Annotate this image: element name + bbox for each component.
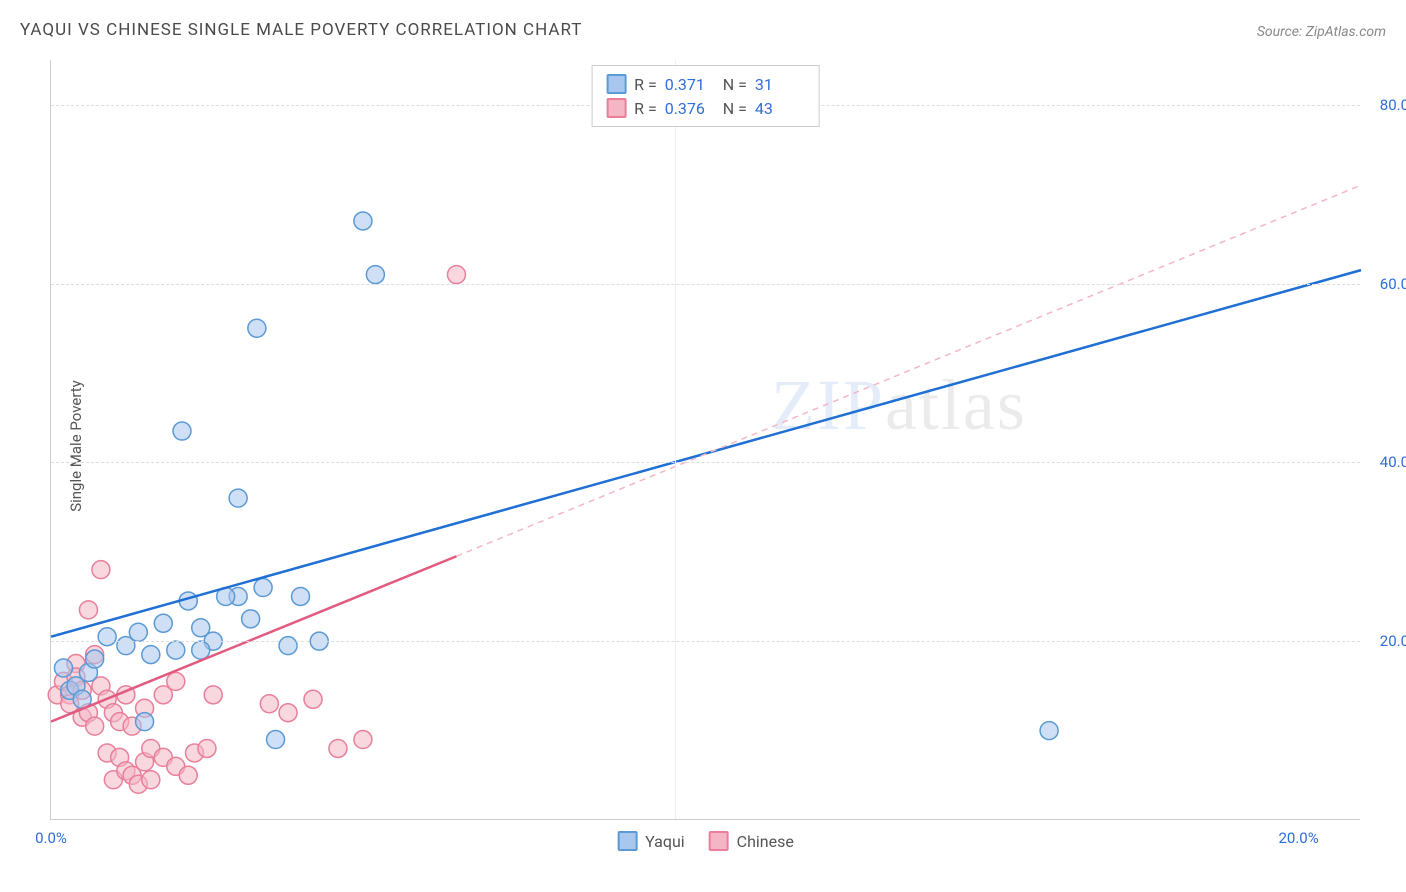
- chinese-point: [204, 686, 222, 704]
- chinese-point: [329, 739, 347, 757]
- y-tick-label: 60.0%: [1380, 275, 1406, 293]
- chinese-trend-dash: [456, 185, 1361, 556]
- legend-stat-row: R = 0.371 N = 31: [606, 72, 805, 96]
- y-tick-label: 20.0%: [1380, 632, 1406, 650]
- plot-area: ZIPatlas R =0.371N =31R =0.376N =43 Yaqu…: [50, 60, 1360, 820]
- yaqui-point: [142, 646, 160, 664]
- yaqui-point: [229, 489, 247, 507]
- legend-series-item: Yaqui: [617, 831, 685, 851]
- chart-container: YAQUI VS CHINESE SINGLE MALE POVERTY COR…: [0, 0, 1406, 892]
- chinese-point: [279, 704, 297, 722]
- yaqui-point: [267, 731, 285, 749]
- y-tick-label: 80.0%: [1380, 96, 1406, 114]
- legend-swatch: [606, 98, 626, 118]
- chinese-point: [354, 731, 372, 749]
- legend-swatch: [617, 831, 637, 851]
- yaqui-point: [366, 266, 384, 284]
- yaqui-point: [154, 614, 172, 632]
- plot-svg: [51, 60, 1360, 819]
- gridline-v: [675, 60, 676, 819]
- yaqui-point: [129, 623, 147, 641]
- legend-r-value: 0.376: [665, 99, 715, 118]
- gridline-h: [51, 284, 1360, 285]
- legend-n-value: 31: [755, 75, 805, 94]
- yaqui-point: [86, 650, 104, 668]
- chinese-point: [304, 690, 322, 708]
- yaqui-point: [254, 579, 272, 597]
- legend-series-label: Chinese: [737, 832, 794, 851]
- legend-n-value: 43: [755, 99, 805, 118]
- chinese-point: [92, 561, 110, 579]
- yaqui-point: [54, 659, 72, 677]
- legend-series-label: Yaqui: [645, 832, 685, 851]
- yaqui-point: [1040, 722, 1058, 740]
- y-tick-label: 40.0%: [1380, 453, 1406, 471]
- x-tick-label: 20.0%: [1278, 829, 1318, 847]
- legend-n-label: N =: [723, 75, 747, 94]
- yaqui-point: [136, 713, 154, 731]
- legend-series: Yaqui Chinese: [617, 831, 794, 851]
- yaqui-point: [173, 422, 191, 440]
- legend-swatch: [709, 831, 729, 851]
- chinese-point: [167, 672, 185, 690]
- legend-swatch: [606, 74, 626, 94]
- chinese-point: [179, 766, 197, 784]
- yaqui-point: [192, 641, 210, 659]
- chinese-point: [142, 771, 160, 789]
- yaqui-point: [292, 587, 310, 605]
- source-label: Source: ZipAtlas.com: [1257, 24, 1386, 40]
- gridline-h: [51, 462, 1360, 463]
- chinese-point: [86, 717, 104, 735]
- yaqui-point: [98, 628, 116, 646]
- yaqui-point: [167, 641, 185, 659]
- chart-title: YAQUI VS CHINESE SINGLE MALE POVERTY COR…: [20, 20, 582, 40]
- yaqui-point: [279, 637, 297, 655]
- legend-n-label: N =: [723, 99, 747, 118]
- x-tick-label: 0.0%: [35, 829, 67, 847]
- yaqui-point: [242, 610, 260, 628]
- yaqui-point: [248, 319, 266, 337]
- chinese-point: [447, 266, 465, 284]
- legend-r-value: 0.371: [665, 75, 715, 94]
- chinese-point: [79, 601, 97, 619]
- chinese-point: [198, 739, 216, 757]
- legend-stat-row: R = 0.376 N = 43: [606, 96, 805, 120]
- legend-r-label: R =: [634, 99, 657, 118]
- legend-r-label: R =: [634, 75, 657, 94]
- legend-stats: R = 0.371 N = 31 R = 0.376 N = 43: [591, 65, 820, 127]
- legend-series-item: Chinese: [709, 831, 794, 851]
- chinese-point: [260, 695, 278, 713]
- yaqui-point: [354, 212, 372, 230]
- gridline-h: [51, 641, 1360, 642]
